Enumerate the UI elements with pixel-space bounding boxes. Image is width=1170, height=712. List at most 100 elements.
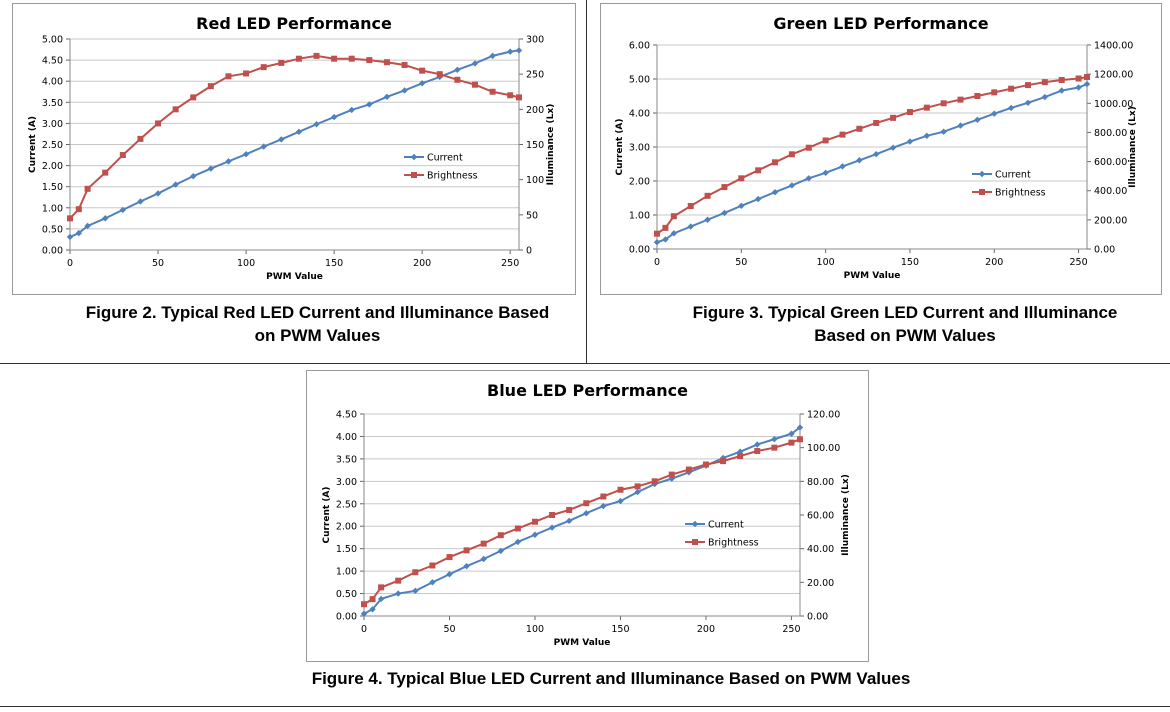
data-point-brightness [119,152,126,159]
data-point-current [225,158,232,165]
data-point-current [446,571,453,578]
y-tick-label: 1.00 [42,203,63,214]
x-tick-label: 50 [443,624,455,635]
x-tick-label: 0 [654,257,660,268]
data-point-brightness [260,64,267,71]
data-point-current [531,531,539,538]
data-point-brightness [395,577,402,584]
y-tick-label: 3.50 [42,98,63,109]
data-point-current [856,157,863,164]
data-point-brightness [668,471,675,478]
data-point-brightness [788,151,795,158]
data-point-brightness [1024,82,1031,89]
data-point-brightness [137,135,144,142]
data-point-current [736,448,744,455]
y2-tick-label: 250 [526,70,544,81]
y-tick-label: 6.00 [629,41,650,52]
legend-label: Brightness [708,538,759,549]
data-point-current [1041,93,1049,101]
data-point-current [634,488,641,496]
data-point-current [463,562,470,570]
data-point-brightness [383,59,390,66]
y-tick-label: 2.50 [42,140,63,151]
legend-entry-current: Current [972,170,1031,181]
data-point-brightness [566,506,573,513]
y-axis-label: Current (A) [28,116,38,173]
data-point-current [242,151,250,158]
data-point-current [991,110,998,117]
data-point-brightness [856,125,863,132]
data-point-current [260,143,267,150]
x-tick-label: 50 [152,258,164,269]
data-point-current [172,181,179,188]
data-point-current [506,48,514,55]
y-tick-label: 0.50 [42,224,63,235]
data-point-current [889,144,897,151]
y-tick-label: 0.00 [42,246,63,257]
y-tick-label: 0.00 [629,245,650,256]
data-point-brightness [1075,75,1082,82]
data-point-current [738,202,745,210]
divider-horizontal-top [0,363,1170,364]
data-point-brightness [67,215,73,222]
y2-tick-label: 1200.00 [1094,70,1133,81]
data-point-current [401,87,408,94]
legend-label: Brightness [995,188,1046,199]
y-axis-label: Current (A) [615,118,625,175]
data-point-current [796,424,804,431]
blue-led-chart-panel: Blue LED Performance 0.00 0.50 1.00 1.50 2.00… [306,370,869,662]
data-point-current [137,198,144,205]
data-point-brightness [772,159,779,166]
figure-3-caption-line1: Figure 3. Typical Green LED Current and … [692,303,1118,322]
y2-tick-label: 40.00 [807,544,834,555]
data-point-current [1007,104,1015,112]
data-point-current [974,116,981,123]
data-point-brightness [797,436,803,443]
data-point-brightness [366,57,373,64]
data-point-current [190,172,197,180]
data-point-brightness [991,89,998,96]
data-point-current [471,60,479,67]
x-tick-label: 250 [501,258,519,269]
data-point-current [489,52,496,60]
data-point-brightness [1058,76,1065,83]
y-tick-label: 4.00 [336,432,357,443]
series-line-brightness [69,54,520,220]
data-point-brightness [369,596,376,603]
data-point-brightness [754,448,761,455]
data-point-current [1024,99,1032,106]
y-tick-label: 0.00 [336,612,357,623]
data-point-brightness [419,67,426,74]
y2-tick-label: 100 [526,175,544,186]
data-point-current [839,163,846,170]
y-tick-label: 2.00 [629,177,650,188]
series-line-current [69,49,520,238]
data-point-brightness [480,540,487,547]
y-tick-label: 1.50 [336,544,357,555]
chart-title: Blue LED Performance [487,381,688,400]
legend-swatch-marker [979,189,985,195]
legend-swatch-marker [410,153,418,161]
series-line-current [363,426,801,615]
data-point-brightness [617,486,624,493]
x-tick-label: 0 [361,624,367,635]
data-point-current [805,175,812,182]
data-point-current [66,233,74,241]
data-point-current [754,441,761,448]
x-tick-label: 200 [985,257,1003,268]
data-point-brightness [738,175,745,182]
data-point-current [1075,84,1082,91]
y2-tick-label: 0.00 [1094,245,1115,256]
legend-entry-current: Current [404,153,463,164]
data-point-current [583,510,590,517]
y-tick-label: 0.50 [336,589,357,600]
x-tick-label: 100 [817,257,835,268]
data-point-brightness [348,55,355,62]
x-tick-label: 150 [901,257,919,268]
data-point-current [313,121,320,128]
figure-2-caption-line2: on PWM Values [254,326,381,345]
data-point-brightness [822,137,829,144]
figure-2-caption-line1: Figure 2. Typical Red LED Current and Il… [85,303,550,322]
data-point-brightness [634,483,641,490]
data-point-current [754,195,762,203]
